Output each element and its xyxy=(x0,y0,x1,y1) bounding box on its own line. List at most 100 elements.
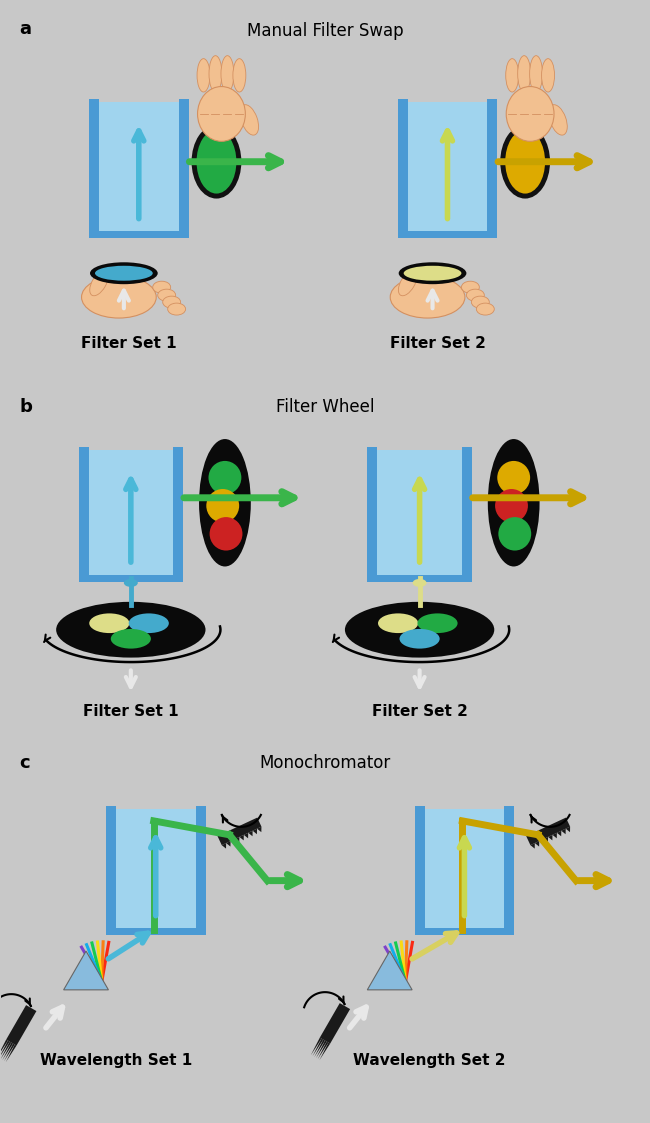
Polygon shape xyxy=(314,1040,325,1058)
Ellipse shape xyxy=(467,289,484,301)
Ellipse shape xyxy=(530,56,543,92)
Ellipse shape xyxy=(90,263,158,284)
Ellipse shape xyxy=(400,629,439,649)
Ellipse shape xyxy=(129,613,169,633)
Bar xyxy=(79,575,183,582)
Polygon shape xyxy=(64,951,109,989)
Polygon shape xyxy=(218,818,261,846)
Polygon shape xyxy=(526,818,570,846)
Text: Filter Set 1: Filter Set 1 xyxy=(81,336,177,351)
Text: Monochromator: Monochromator xyxy=(259,755,391,773)
Ellipse shape xyxy=(196,130,237,193)
Ellipse shape xyxy=(413,579,426,587)
Ellipse shape xyxy=(462,281,479,293)
Ellipse shape xyxy=(476,303,494,316)
Ellipse shape xyxy=(549,104,567,135)
Bar xyxy=(106,929,205,935)
Polygon shape xyxy=(2,1042,13,1060)
Bar xyxy=(424,809,504,929)
Polygon shape xyxy=(535,841,539,847)
Polygon shape xyxy=(540,839,543,844)
Polygon shape xyxy=(562,829,566,834)
Polygon shape xyxy=(231,839,235,844)
Text: Filter Set 2: Filter Set 2 xyxy=(389,336,486,351)
Polygon shape xyxy=(548,834,552,840)
Ellipse shape xyxy=(541,58,554,92)
Ellipse shape xyxy=(168,303,186,316)
Bar xyxy=(377,450,462,575)
Text: Filter Set 1: Filter Set 1 xyxy=(83,704,179,720)
Ellipse shape xyxy=(197,58,210,92)
Ellipse shape xyxy=(95,266,153,281)
Bar xyxy=(415,806,424,931)
Text: c: c xyxy=(20,755,30,773)
Ellipse shape xyxy=(198,86,245,141)
Bar xyxy=(462,447,472,578)
Text: Wavelength Set 1: Wavelength Set 1 xyxy=(40,1053,192,1068)
Polygon shape xyxy=(311,1038,322,1056)
Ellipse shape xyxy=(506,58,519,92)
Polygon shape xyxy=(244,833,248,839)
Bar xyxy=(79,447,88,578)
Bar xyxy=(367,575,472,582)
Text: Wavelength Set 2: Wavelength Set 2 xyxy=(354,1053,506,1068)
Bar xyxy=(398,231,497,238)
Ellipse shape xyxy=(153,281,171,293)
Ellipse shape xyxy=(404,266,461,281)
Ellipse shape xyxy=(81,276,156,318)
Polygon shape xyxy=(316,1041,327,1058)
Bar xyxy=(179,99,188,235)
Ellipse shape xyxy=(89,613,129,633)
Polygon shape xyxy=(226,841,231,847)
Polygon shape xyxy=(313,1039,323,1057)
Bar xyxy=(196,806,205,931)
Bar xyxy=(116,809,196,929)
Ellipse shape xyxy=(497,460,530,494)
Ellipse shape xyxy=(506,86,554,141)
Ellipse shape xyxy=(471,296,489,308)
Polygon shape xyxy=(367,951,412,989)
Bar xyxy=(504,806,514,931)
Polygon shape xyxy=(6,1005,36,1046)
Polygon shape xyxy=(248,831,253,837)
Ellipse shape xyxy=(495,489,528,522)
Text: Filter Set 2: Filter Set 2 xyxy=(372,704,467,720)
Bar xyxy=(88,450,173,575)
Polygon shape xyxy=(318,1041,328,1059)
Polygon shape xyxy=(4,1043,15,1061)
Polygon shape xyxy=(1,1041,11,1059)
Polygon shape xyxy=(543,837,548,842)
Polygon shape xyxy=(566,827,570,832)
Polygon shape xyxy=(6,1044,16,1062)
Ellipse shape xyxy=(221,56,234,92)
Ellipse shape xyxy=(345,602,494,658)
Ellipse shape xyxy=(124,579,138,587)
Ellipse shape xyxy=(206,489,239,522)
Ellipse shape xyxy=(505,130,545,193)
Ellipse shape xyxy=(162,296,181,308)
Ellipse shape xyxy=(192,125,241,199)
Ellipse shape xyxy=(199,439,251,566)
Polygon shape xyxy=(222,843,226,849)
Polygon shape xyxy=(319,1042,330,1060)
Bar xyxy=(488,99,497,235)
Polygon shape xyxy=(253,829,257,834)
Ellipse shape xyxy=(398,263,467,284)
Ellipse shape xyxy=(209,56,222,92)
Ellipse shape xyxy=(209,517,242,550)
Ellipse shape xyxy=(233,58,246,92)
Ellipse shape xyxy=(500,125,550,199)
Polygon shape xyxy=(239,834,244,840)
Polygon shape xyxy=(530,843,535,849)
Ellipse shape xyxy=(209,460,241,494)
Polygon shape xyxy=(0,1040,8,1058)
Bar xyxy=(89,99,99,235)
Ellipse shape xyxy=(390,276,465,318)
Text: Manual Filter Swap: Manual Filter Swap xyxy=(247,22,403,40)
Ellipse shape xyxy=(488,439,540,566)
Polygon shape xyxy=(235,837,239,842)
Polygon shape xyxy=(552,833,557,839)
Bar xyxy=(173,447,183,578)
Ellipse shape xyxy=(111,629,151,649)
Bar xyxy=(89,231,188,238)
